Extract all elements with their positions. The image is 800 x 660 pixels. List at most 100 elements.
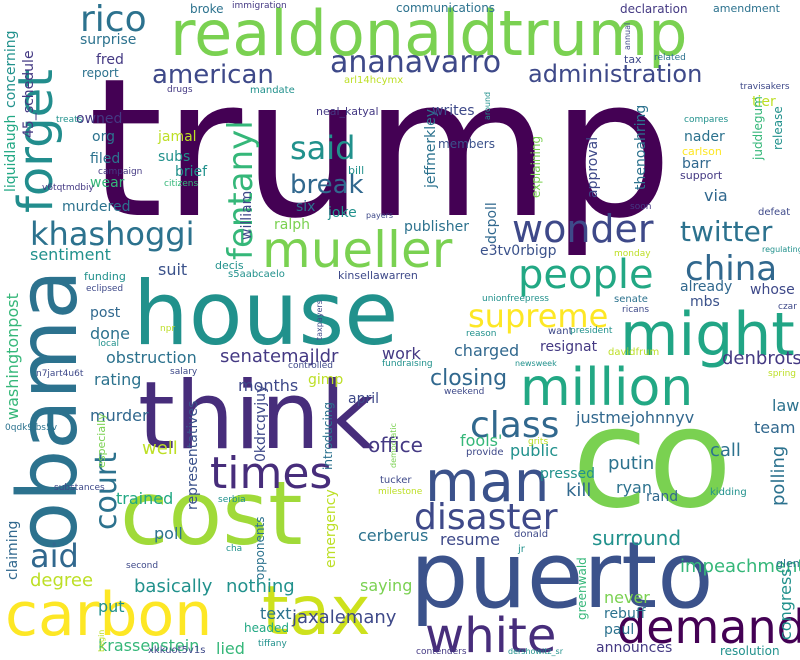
- word-0kdrcqvjuy: 0kdrcqvjuy: [253, 384, 269, 462]
- word-s5aabcaelo: s5aabcaelo: [228, 269, 285, 280]
- word-sentiment: sentiment: [30, 245, 111, 264]
- word-basically: basically: [134, 576, 213, 597]
- word-text: text: [260, 604, 292, 623]
- word-murder: murder: [90, 406, 149, 425]
- word-surround: surround: [592, 526, 682, 550]
- word-puerto: puerto: [410, 522, 714, 629]
- word-administration: administration: [528, 60, 703, 88]
- word-n7jart4u6t: n7jart4u6t: [36, 369, 84, 379]
- word-law: law: [772, 396, 800, 415]
- word-co: co: [572, 378, 733, 539]
- word-broke: broke: [190, 2, 224, 16]
- word-rating: rating: [94, 370, 142, 389]
- word-funding: funding: [84, 270, 126, 283]
- word-0qdk9lbs5v: 0qdk9lbs5v: [5, 423, 58, 433]
- word-local: local: [98, 339, 119, 349]
- word-trump: trump: [88, 38, 673, 261]
- word-amendment: amendment: [713, 2, 780, 15]
- word-class: class: [470, 405, 560, 446]
- word-donald: donald: [514, 529, 549, 540]
- word-whose: whose: [750, 282, 795, 298]
- word-v6tqtmdbiy: v6tqtmdbiy: [42, 183, 94, 193]
- word-e3tv0rbigp: e3tv0rbigp: [480, 243, 557, 259]
- word-bill: bill: [348, 164, 365, 177]
- word-white: white: [425, 608, 557, 660]
- word-kill: kill: [566, 480, 592, 501]
- word-related: related: [654, 53, 686, 63]
- word-members: members: [438, 137, 495, 151]
- word-via: via: [704, 186, 728, 205]
- word-demand: demand: [617, 600, 800, 654]
- word-compares: compares: [684, 115, 729, 125]
- word-npr: npr: [160, 324, 176, 334]
- word-polling: polling: [768, 445, 789, 506]
- word-wear: wear: [90, 175, 125, 191]
- word-murdered: murdered: [62, 199, 131, 215]
- word-american: american: [152, 60, 274, 90]
- word-jeffmerkley: jeffmerkley: [423, 108, 439, 188]
- word-approval: approval: [585, 136, 601, 198]
- word-rebuff: rebuff: [604, 606, 646, 622]
- word-immigration: immigration: [232, 1, 287, 11]
- word-putin: putin: [608, 453, 655, 474]
- word-controlled: controlled: [288, 361, 333, 371]
- word-substances: substances: [54, 483, 105, 493]
- word-obstruction: obstruction: [106, 348, 197, 367]
- word-annual: annual: [623, 22, 632, 50]
- word-carbon: carbon: [5, 580, 213, 650]
- word-around: around: [483, 91, 492, 120]
- word-release: release: [771, 106, 785, 150]
- word-greenwald: greenwald: [575, 557, 589, 620]
- word-public: public: [510, 441, 559, 460]
- word-times: times: [210, 448, 333, 499]
- word-said: said: [290, 129, 356, 167]
- word-president: president: [570, 326, 613, 336]
- word-czar: czar: [778, 302, 797, 312]
- word-reason: reason: [466, 329, 497, 339]
- word-especially: especially: [95, 413, 108, 468]
- word-democratic: democratic: [389, 422, 398, 468]
- word-opponents: opponents: [253, 516, 267, 580]
- word-dershowitz_sr: dershowitz_sr: [508, 647, 563, 656]
- word-second: second: [126, 561, 159, 571]
- word-liquidlaugh: liquidlaugh: [3, 114, 19, 192]
- word-jaxalemany: jaxalemany: [292, 607, 397, 628]
- word-senate: senate: [614, 294, 648, 305]
- word-milestone: milestone: [378, 487, 423, 497]
- word-eclipsed: eclipsed: [86, 284, 124, 294]
- word-jr: jr: [518, 544, 525, 555]
- word-spring: spring: [768, 369, 797, 379]
- word-resume: resume: [440, 530, 500, 549]
- word-treats: treats: [56, 115, 83, 125]
- word-jamal: jamal: [158, 129, 197, 145]
- word-brief: brief: [175, 164, 208, 180]
- word-thenoahring: thenoahring: [633, 104, 649, 190]
- word-mbs: mbs: [690, 294, 720, 310]
- word-washingtonpost: washingtonpost: [3, 293, 22, 420]
- word-resignat: resignat: [540, 339, 598, 355]
- word-weekend: weekend: [444, 387, 485, 397]
- word-realdonaldtrump: realdonaldtrump: [170, 0, 688, 70]
- word-house: house: [133, 262, 399, 365]
- word-communications: communications: [396, 1, 496, 15]
- word-newsweek: newsweek: [515, 359, 557, 368]
- word-45_schedule: 45_schedule: [21, 50, 37, 138]
- word-william: william: [239, 190, 255, 240]
- word-nader: nader: [684, 129, 725, 145]
- word-payers: payers: [366, 211, 394, 220]
- word-april: april: [348, 391, 380, 407]
- word-representatives: representatives: [185, 400, 201, 510]
- word-disaster: disaster: [414, 497, 558, 538]
- word-davidfrum: davidfrum: [608, 347, 660, 358]
- word-work: work: [382, 344, 421, 363]
- word-contenders: contenders: [416, 647, 467, 657]
- word-fools': fools': [460, 431, 503, 450]
- word-office: office: [368, 433, 423, 457]
- word-declaration: declaration: [620, 2, 688, 16]
- word-cerberus: cerberus: [358, 526, 429, 545]
- word-travisakers: travisakers: [740, 82, 790, 92]
- word-impeachment: impeachment: [680, 556, 800, 577]
- word-unionfreepress: unionfreepress: [482, 294, 549, 304]
- word-tax: tax: [262, 572, 371, 651]
